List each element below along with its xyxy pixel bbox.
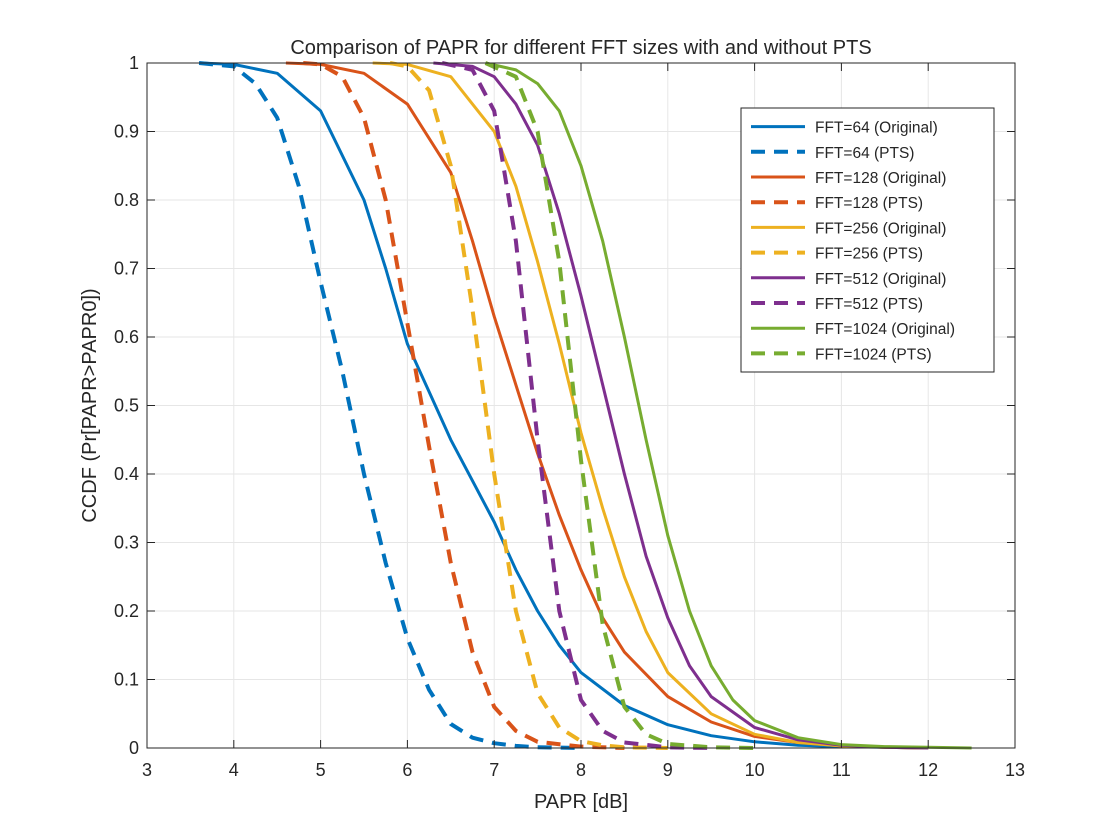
legend-label-1: FFT=64 (PTS): [815, 145, 914, 162]
x-tick-label: 5: [316, 760, 326, 780]
y-tick-label: 0.4: [114, 464, 139, 484]
y-tick-label: 0.9: [114, 122, 139, 142]
legend-label-0: FFT=64 (Original): [815, 120, 938, 137]
y-tick-label: 0.1: [114, 670, 139, 690]
x-tick-label: 6: [402, 760, 412, 780]
series-line-5: [389, 61, 668, 750]
y-tick-label: 0.5: [114, 396, 139, 416]
legend: FFT=64 (Original) FFT=64 (PTS) FFT=128 (Or…: [740, 107, 995, 373]
series-line-8: [485, 61, 972, 750]
legend-label-4: FFT=256 (Original): [815, 220, 946, 237]
y-tick-label: 0.7: [114, 259, 139, 279]
series-line-7: [441, 61, 712, 750]
ticks: 3 4 5 6 7 8 9 10 11 12 13 0 0.1 0.2 0.3 0.4 0.5 0.6 0.7 0.8…: [114, 53, 1025, 780]
x-tick-label: 8: [576, 760, 586, 780]
y-tick-label: 0.3: [114, 533, 139, 553]
legend-label-9: FFT=1024 (PTS): [815, 346, 932, 363]
chart-title: Comparison of PAPR for different FFT siz…: [290, 37, 871, 59]
legend-label-8: FFT=1024 (Original): [815, 321, 955, 338]
y-tick-label: 1: [129, 53, 139, 73]
x-tick-label: 4: [229, 760, 239, 780]
x-tick-label: 7: [489, 760, 499, 780]
y-tick-label: 0.8: [114, 190, 139, 210]
series-line-6: [433, 61, 929, 750]
series-line-0: [199, 61, 929, 750]
legend-label-6: FFT=512 (Original): [815, 271, 946, 288]
y-tick-label: 0.2: [114, 601, 139, 621]
legend-label-3: FFT=128 (PTS): [815, 195, 923, 212]
y-tick-label: 0.6: [114, 327, 139, 347]
x-tick-label: 9: [663, 760, 673, 780]
legend-label-5: FFT=256 (PTS): [815, 246, 923, 263]
x-axis-label: PAPR [dB]: [534, 791, 628, 813]
x-tick-label: 13: [1005, 760, 1025, 780]
x-tick-label: 3: [142, 760, 152, 780]
series-line-1: [198, 61, 582, 750]
legend-label-7: FFT=512 (PTS): [815, 296, 923, 313]
y-axis-label: CCDF (Pr[PAPR>PAPR0]): [79, 288, 101, 522]
series-line-3: [303, 61, 625, 750]
series-lines: [198, 61, 972, 750]
x-tick-label: 10: [745, 760, 765, 780]
x-tick-label: 12: [918, 760, 938, 780]
x-tick-label: 11: [832, 760, 851, 780]
y-tick-label: 0: [129, 738, 139, 758]
legend-label-2: FFT=128 (Original): [815, 170, 946, 187]
series-line-4: [372, 61, 929, 750]
series-line-9: [484, 61, 755, 750]
